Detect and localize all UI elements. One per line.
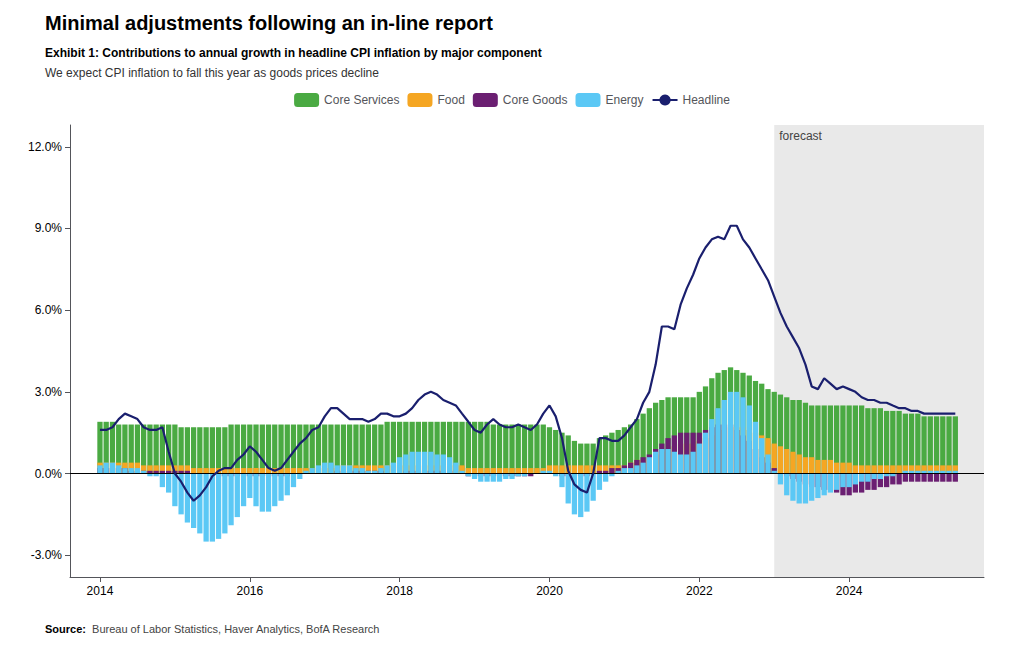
svg-text:forecast: forecast (779, 129, 822, 143)
svg-text:2018: 2018 (386, 584, 413, 598)
svg-text:Core Goods: Core Goods (503, 93, 568, 107)
svg-text:Food: Food (437, 93, 464, 107)
svg-text:Minimal adjustments following: Minimal adjustments following an in-line… (45, 12, 493, 34)
svg-text:12.0%: 12.0% (28, 140, 62, 154)
svg-text:Exhibit 1: Contributions to an: Exhibit 1: Contributions to annual growt… (45, 46, 542, 60)
svg-text:3.0%: 3.0% (35, 385, 63, 399)
svg-text:2024: 2024 (836, 584, 863, 598)
svg-text:-3.0%: -3.0% (31, 548, 63, 562)
svg-text:2014: 2014 (87, 584, 114, 598)
svg-text:9.0%: 9.0% (35, 221, 63, 235)
svg-text:We expect CPI inflation to fal: We expect CPI inflation to fall this yea… (45, 66, 379, 80)
svg-text:6.0%: 6.0% (35, 303, 63, 317)
svg-text:Headline: Headline (683, 93, 731, 107)
svg-text:0.0%: 0.0% (35, 467, 63, 481)
svg-text:Core Services: Core Services (324, 93, 399, 107)
svg-text:2022: 2022 (686, 584, 713, 598)
svg-text:2016: 2016 (236, 584, 263, 598)
svg-text:2020: 2020 (536, 584, 563, 598)
svg-text:Bureau of Labor Statistics, Ha: Bureau of Labor Statistics, Haver Analyt… (86, 623, 379, 635)
svg-text:Source:: Source: (45, 623, 86, 635)
svg-text:Energy: Energy (606, 93, 644, 107)
